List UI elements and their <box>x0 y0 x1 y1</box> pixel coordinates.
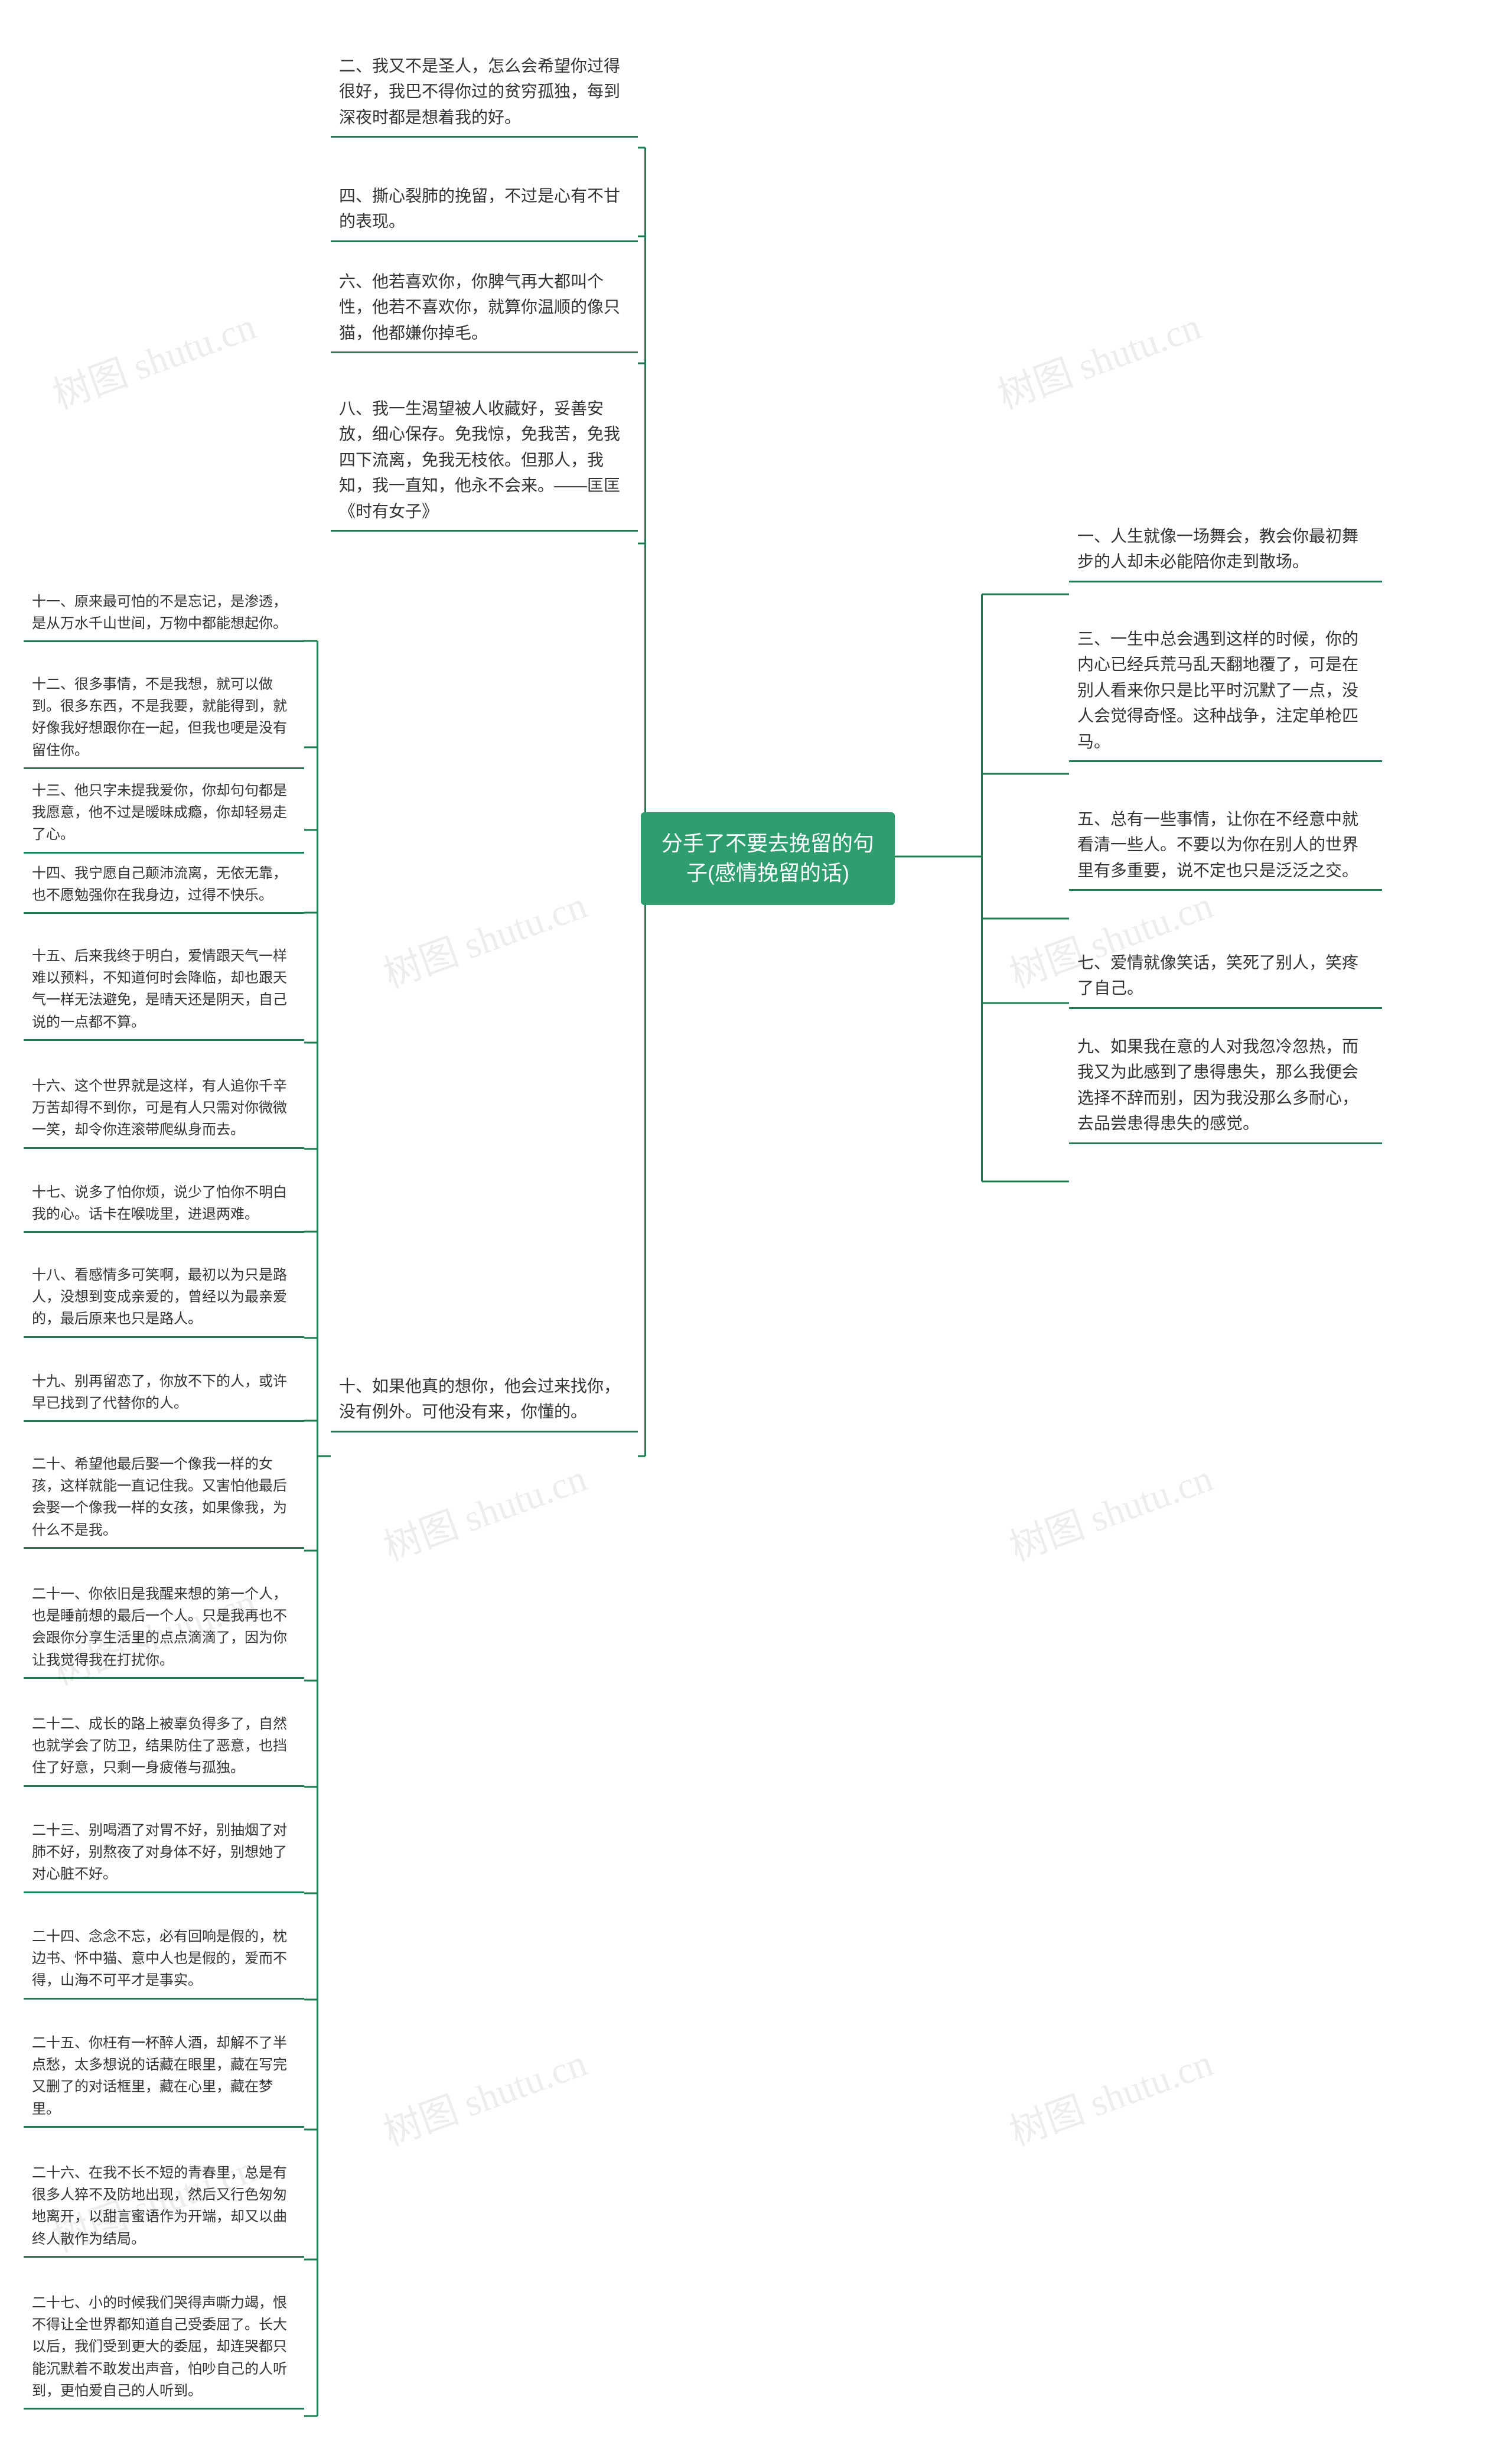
mindmap-canvas: 分手了不要去挽留的句子(感情挽留的话) 一、人生就像一场舞会，教会你最初舞步的人却… <box>0 0 1512 2455</box>
watermark: 树图 shutu.cn <box>375 1448 593 1571</box>
watermark: 树图 shutu.cn <box>375 875 593 998</box>
leaf-node-9: 二十、希望他最后娶一个像我一样的女孩，这样就能一直记住我。又害怕他最后会娶一个像… <box>24 1447 304 1549</box>
leaf-node-13: 二十四、念念不忘，必有回响是假的，枕边书、怀中猫、意中人也是假的，爱而不得，山海… <box>24 1920 304 2000</box>
leaf-node-10: 二十一、你依旧是我醒来想的第一个人，也是睡前想的最后一个人。只是我再也不会跟你分… <box>24 1577 304 1679</box>
leaf-node-2: 十三、他只字未提我爱你，你却句句都是我愿意，他不过是暧昧成瘾，你却轻易走了心。 <box>24 774 304 854</box>
leaf-node-4: 十五、后来我终于明白，爱情跟天气一样难以预料，不知道何时会降临，却也跟天气一样无… <box>24 939 304 1041</box>
right-branch-0: 一、人生就像一场舞会，教会你最初舞步的人却未必能陪你走到散场。 <box>1069 517 1382 582</box>
watermark: 树图 shutu.cn <box>44 296 262 419</box>
left-branch-1: 四、撕心裂肺的挽留，不过是心有不甘的表现。 <box>331 177 638 242</box>
watermark: 树图 shutu.cn <box>375 2033 593 2156</box>
right-branch-1: 三、一生中总会遇到这样的时候，你的内心已经兵荒马乱天翻地覆了，可是在别人看来你只… <box>1069 620 1382 762</box>
leaf-node-6: 十七、说多了怕你烦，说少了怕你不明白我的心。话卡在喉咙里，进退两难。 <box>24 1176 304 1233</box>
leaf-node-3: 十四、我宁愿自己颠沛流离，无依无靠，也不愿勉强你在我身边，过得不快乐。 <box>24 857 304 914</box>
left-branch-0: 二、我又不是圣人，怎么会希望你过得很好，我巴不得你过的贫穷孤独，每到深夜时都是想… <box>331 47 638 138</box>
left-branch-2: 六、他若喜欢你，你脾气再大都叫个性，他若不喜欢你，就算你温顺的像只猫，他都嫌你掉… <box>331 263 638 353</box>
leaf-node-8: 十九、别再留恋了，你放不下的人，或许早已找到了代替你的人。 <box>24 1365 304 1422</box>
right-branch-2: 五、总有一些事情，让你在不经意中就看清一些人。不要以为你在别人的世界里有多重要，… <box>1069 800 1382 891</box>
leaf-node-11: 二十二、成长的路上被辜负得多了，自然也就学会了防卫，结果防住了恶意，也挡住了好意… <box>24 1707 304 1787</box>
left-branch-3: 八、我一生渴望被人收藏好，妥善安放，细心保存。免我惊，免我苦，免我四下流离，免我… <box>331 390 638 532</box>
leaf-node-12: 二十三、别喝酒了对胃不好，别抽烟了对肺不好，别熬夜了对身体不好，别想她了对心脏不… <box>24 1813 304 1893</box>
watermark: 树图 shutu.cn <box>989 296 1207 419</box>
leaf-node-5: 十六、这个世界就是这样，有人追你千辛万苦却得不到你，可是有人只需对你微微一笑，却… <box>24 1069 304 1149</box>
right-branch-4: 九、如果我在意的人对我忽冷忽热，而我又为此感到了患得患失，那么我便会选择不辞而别… <box>1069 1028 1382 1144</box>
leaf-node-7: 十八、看感情多可笑啊，最初以为只是路人，没想到变成亲爱的，曾经以为最亲爱的，最后… <box>24 1258 304 1338</box>
leaf-node-14: 二十五、你枉有一杯醉人酒，却解不了半点愁，太多想说的话藏在眼里，藏在写完又删了的… <box>24 2026 304 2128</box>
leaf-node-16: 二十七、小的时候我们哭得声嘶力竭，恨不得让全世界都知道自己受委屈了。长大以后，我… <box>24 2286 304 2410</box>
leaf-node-0: 十一、原来最可怕的不是忘记，是渗透，是从万水千山世间，万物中都能想起你。 <box>24 585 304 642</box>
watermark: 树图 shutu.cn <box>1001 1448 1219 1571</box>
watermark: 树图 shutu.cn <box>1001 2033 1219 2156</box>
left-branch-4: 十、如果他真的想你，他会过来找你，没有例外。可他没有来，你懂的。 <box>331 1367 638 1432</box>
leaf-node-1: 十二、很多事情，不是我想，就可以做到。很多东西，不是我要，就能得到，就好像我好想… <box>24 668 304 769</box>
leaf-node-15: 二十六、在我不长不短的青春里，总是有很多人猝不及防地出现，然后又行色匆匆地离开，… <box>24 2156 304 2258</box>
right-branch-3: 七、爱情就像笑话，笑死了别人，笑疼了自己。 <box>1069 944 1382 1009</box>
center-node: 分手了不要去挽留的句子(感情挽留的话) <box>641 812 895 905</box>
